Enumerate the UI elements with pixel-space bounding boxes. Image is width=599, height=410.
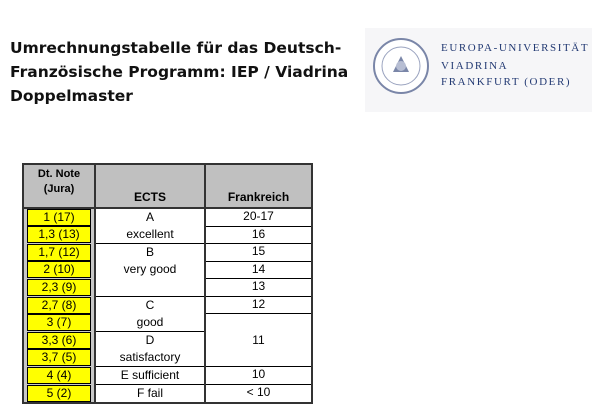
logo-line: FRANKFURT (ODER)	[441, 76, 572, 88]
ects-text: excellent	[126, 227, 174, 241]
note-cell: 5 (2)	[23, 384, 95, 404]
title: Umrechnungstabelle für das Deutsch- Fran…	[10, 36, 348, 108]
france-cell: 16	[204, 225, 313, 245]
ects-cell: F fail	[94, 384, 206, 404]
ects-text: A	[145, 210, 154, 224]
logo-text: EUROPA-UNIVERSITÄT VIADRINA FRANKFURT (O…	[441, 40, 589, 90]
note-cell: 3,7 (5)	[23, 349, 95, 367]
note-cell: 2,7 (8)	[23, 296, 95, 314]
note-cell: 1 (17)	[23, 208, 95, 226]
france-cell: 10	[204, 366, 313, 386]
note-text: 1 (17)	[27, 209, 91, 226]
note-text: 5 (2)	[27, 385, 91, 402]
table-row: 3,7 (5)	[23, 349, 312, 367]
france-cell: 11	[204, 313, 313, 368]
note-cell: 2,3 (9)	[23, 278, 95, 297]
logo: EUROPA-UNIVERSITÄT VIADRINA FRANKFURT (O…	[365, 28, 592, 112]
title-line: Doppelmaster	[10, 87, 133, 105]
ects-text: good	[136, 314, 164, 329]
ects-text: satisfactory	[119, 350, 181, 365]
note-cell: 3 (7)	[23, 313, 95, 332]
note-text: 1,3 (13)	[27, 226, 91, 244]
table-row: 4 (4) E sufficient 10	[23, 366, 313, 386]
ects-text: B	[145, 245, 154, 260]
note-text: 2,3 (9)	[27, 279, 91, 297]
note-text: 2,7 (8)	[27, 296, 91, 314]
note-text: 3 (7)	[27, 314, 91, 332]
note-text: 3,3 (6)	[27, 331, 91, 349]
note-cell: 1,7 (12)	[23, 243, 95, 262]
header-cell: Dt. Note (Jura)	[22, 163, 96, 209]
ects-text: D	[145, 333, 155, 348]
france-cell: 14	[204, 260, 313, 280]
seal	[373, 38, 429, 94]
france-cell: 20-17	[204, 207, 313, 227]
note-cell: 1,3 (13)	[23, 226, 95, 244]
ects-cell: E sufficient	[94, 366, 206, 386]
table-row: 5 (2) F fail < 10	[23, 384, 313, 404]
table-row: 1,3 (13) 16	[23, 225, 313, 245]
header-cell: Frankreich	[204, 163, 313, 209]
note-text: 1,7 (12)	[27, 243, 91, 261]
note-text: 4 (4)	[27, 367, 91, 385]
table-row: 3 (7) 11	[23, 313, 313, 368]
note-text: 3,7 (5)	[27, 349, 91, 367]
note-text: 2 (10)	[27, 261, 91, 279]
title-line: Umrechnungstabelle für das Deutsch-	[10, 39, 342, 57]
logo-line: EUROPA-UNIVERSITÄT	[441, 42, 590, 54]
ects-text: C	[145, 297, 155, 312]
note-cell: 3,3 (6)	[23, 331, 95, 350]
logo-line: VIADRINA	[441, 60, 509, 72]
header-row: Dt. Note (Jura) ECTS Frankreich	[22, 163, 313, 209]
ects-text: F fail	[136, 386, 163, 401]
title-line: Französische Programm: IEP / Viadrina	[10, 63, 349, 81]
ects-text: very good	[123, 262, 177, 277]
header-cell: ECTS	[94, 163, 206, 209]
france-cell: 12	[204, 295, 313, 315]
note-cell: 2 (10)	[23, 261, 95, 279]
france-cell: < 10	[204, 384, 313, 404]
france-cell: 13	[204, 278, 313, 297]
france-cell: 15	[204, 243, 313, 262]
ects-text: E sufficient	[120, 368, 180, 383]
table-row: 2 (10) 14	[23, 260, 313, 280]
note-cell: 4 (4)	[23, 366, 95, 385]
